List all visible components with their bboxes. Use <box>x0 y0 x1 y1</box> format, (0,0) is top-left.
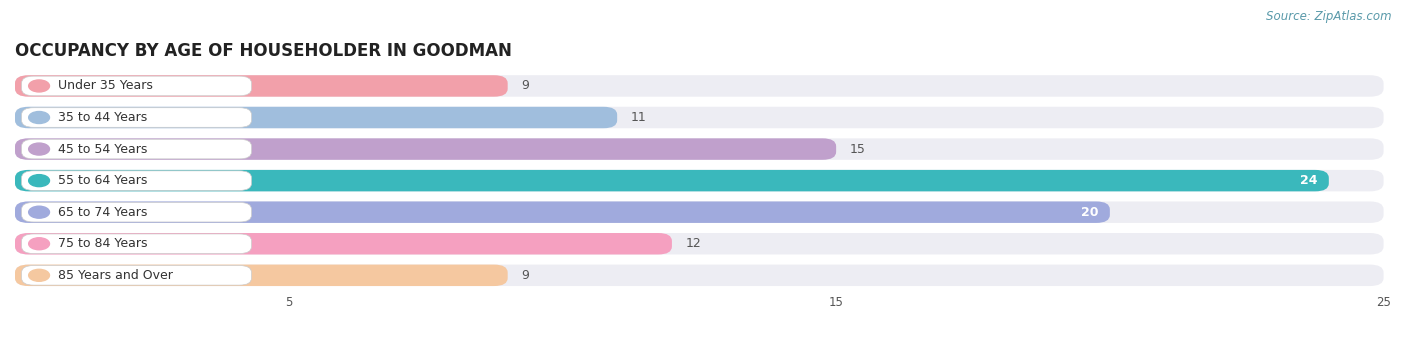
FancyBboxPatch shape <box>15 170 1384 191</box>
Circle shape <box>28 206 49 218</box>
Text: 9: 9 <box>522 269 529 282</box>
Text: 24: 24 <box>1301 174 1317 187</box>
Text: 35 to 44 Years: 35 to 44 Years <box>58 111 148 124</box>
FancyBboxPatch shape <box>21 171 252 190</box>
Text: 55 to 64 Years: 55 to 64 Years <box>58 174 148 187</box>
Text: 12: 12 <box>686 237 702 250</box>
Text: 75 to 84 Years: 75 to 84 Years <box>58 237 148 250</box>
Text: 65 to 74 Years: 65 to 74 Years <box>58 206 148 219</box>
FancyBboxPatch shape <box>15 202 1384 223</box>
Text: 11: 11 <box>631 111 647 124</box>
FancyBboxPatch shape <box>21 139 252 159</box>
FancyBboxPatch shape <box>15 75 1384 97</box>
FancyBboxPatch shape <box>15 265 508 286</box>
FancyBboxPatch shape <box>21 266 252 285</box>
Circle shape <box>28 80 49 92</box>
FancyBboxPatch shape <box>15 107 617 128</box>
Text: 20: 20 <box>1081 206 1099 219</box>
FancyBboxPatch shape <box>15 107 1384 128</box>
Circle shape <box>28 238 49 250</box>
Text: 15: 15 <box>849 143 866 155</box>
Text: OCCUPANCY BY AGE OF HOUSEHOLDER IN GOODMAN: OCCUPANCY BY AGE OF HOUSEHOLDER IN GOODM… <box>15 42 512 60</box>
FancyBboxPatch shape <box>15 170 1329 191</box>
FancyBboxPatch shape <box>15 75 508 97</box>
FancyBboxPatch shape <box>21 203 252 222</box>
Text: 45 to 54 Years: 45 to 54 Years <box>58 143 148 155</box>
Text: 9: 9 <box>522 79 529 92</box>
Text: Source: ZipAtlas.com: Source: ZipAtlas.com <box>1267 10 1392 23</box>
FancyBboxPatch shape <box>15 138 1384 160</box>
Circle shape <box>28 143 49 155</box>
FancyBboxPatch shape <box>15 138 837 160</box>
Text: 85 Years and Over: 85 Years and Over <box>58 269 173 282</box>
FancyBboxPatch shape <box>21 234 252 253</box>
FancyBboxPatch shape <box>21 108 252 127</box>
FancyBboxPatch shape <box>15 233 1384 254</box>
FancyBboxPatch shape <box>15 233 672 254</box>
Circle shape <box>28 112 49 123</box>
Text: Under 35 Years: Under 35 Years <box>58 79 153 92</box>
FancyBboxPatch shape <box>15 202 1109 223</box>
Circle shape <box>28 175 49 187</box>
Circle shape <box>28 269 49 281</box>
FancyBboxPatch shape <box>21 76 252 96</box>
FancyBboxPatch shape <box>15 265 1384 286</box>
